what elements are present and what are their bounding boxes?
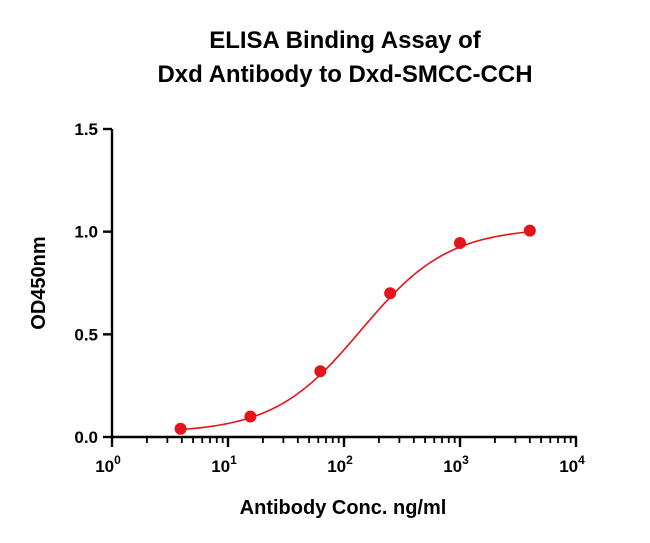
x-axis-title: Antibody Conc. ng/ml bbox=[240, 497, 447, 519]
y-tick-label: 0.5 bbox=[74, 325, 98, 344]
x-tick-label: 102 bbox=[327, 453, 353, 476]
x-tick-label: 101 bbox=[211, 453, 237, 476]
x-tick-label: 104 bbox=[559, 453, 585, 476]
y-tick-label: 1.0 bbox=[74, 223, 98, 242]
data-point bbox=[314, 365, 327, 378]
data-point bbox=[244, 410, 257, 423]
y-tick-label: 1.5 bbox=[74, 120, 98, 139]
data-point bbox=[454, 236, 466, 249]
data-point bbox=[174, 422, 187, 435]
x-tick-label: 100 bbox=[95, 453, 121, 476]
data-point bbox=[384, 287, 397, 300]
y-tick-label: 0.0 bbox=[74, 428, 98, 447]
chart-title-line-2: Dxd Antibody to Dxd-SMCC-CCH bbox=[157, 61, 532, 88]
x-tick-label: 103 bbox=[443, 453, 469, 476]
fit-curve bbox=[180, 231, 530, 431]
data-point bbox=[523, 224, 536, 237]
y-axis-title: OD450nm bbox=[28, 236, 50, 329]
plot-area: 0.0 0.5 1.0 1.5 100 101 102 103 104 bbox=[74, 120, 585, 476]
chart-title-line-1: ELISA Binding Assay of bbox=[209, 27, 482, 54]
